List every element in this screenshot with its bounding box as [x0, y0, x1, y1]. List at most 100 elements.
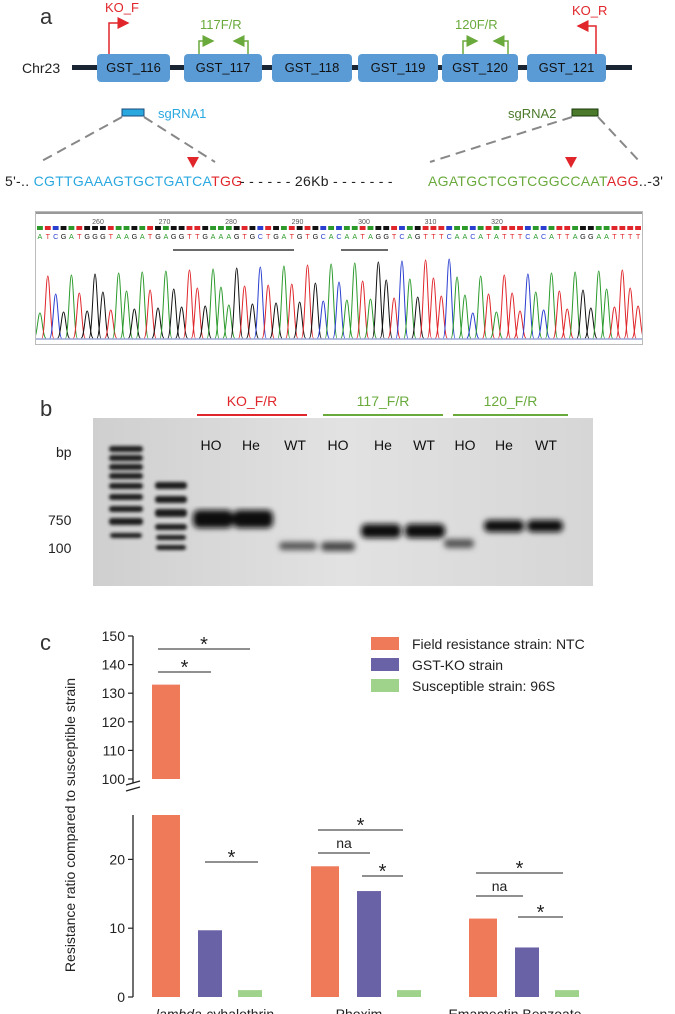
trace-call-block — [68, 226, 75, 230]
trace-base-letter: T — [187, 232, 192, 241]
trace-peak — [419, 259, 432, 339]
legend-swatch — [371, 658, 399, 671]
y-tick-label: 110 — [103, 742, 126, 758]
trace-base-letter: G — [100, 232, 106, 241]
trace-base-letter: A — [596, 232, 601, 241]
group-label-120: 120_F/R — [483, 393, 538, 409]
significance-label: * — [200, 634, 208, 656]
seq-left-pam: TGG — [211, 173, 243, 189]
trace-call-block — [170, 226, 177, 230]
trace-base-letter: A — [455, 232, 460, 241]
trace-base-letter: G — [61, 232, 67, 241]
trace-call-block — [280, 226, 287, 230]
trace-call-block — [399, 226, 405, 230]
trace-peak — [450, 276, 464, 339]
trace-base-letter: C — [53, 232, 58, 241]
trace-base-letter: T — [557, 232, 562, 241]
trace-peak — [206, 268, 220, 339]
ladder-lane-1 — [109, 446, 143, 538]
lane-117-he: He — [374, 437, 392, 453]
lane-117-ho: HO — [327, 437, 349, 453]
ladder-lane-2 — [155, 482, 187, 550]
trace-base-letter: G — [588, 232, 594, 241]
trace-base-letter: T — [77, 232, 82, 241]
trace-peak — [348, 262, 362, 339]
trace-call-block — [509, 226, 516, 230]
trace-base-letter: A — [219, 232, 224, 241]
group-underline-117 — [323, 414, 443, 416]
trace-peak — [458, 294, 472, 339]
trace-peak — [371, 261, 385, 339]
primer-120-label: 120F/R — [455, 17, 498, 32]
cut-site-right-icon — [565, 157, 577, 168]
ko-r-primer-arrow — [576, 20, 597, 54]
bar — [311, 866, 339, 997]
trace-peak — [57, 311, 70, 339]
trace-peak — [308, 282, 322, 339]
bar — [397, 990, 421, 997]
trace-peak — [238, 285, 251, 339]
x-category-text: Emamectin Benzoate — [448, 1006, 581, 1014]
trace-base-letter: G — [297, 232, 303, 241]
trace-call-block — [375, 226, 382, 230]
trace-base-letter: T — [518, 232, 523, 241]
trace-base-letter: A — [368, 232, 373, 241]
trace-call-block — [572, 226, 579, 230]
marker-750: 750 — [48, 512, 72, 528]
trace-base-letter: A — [69, 232, 74, 241]
trace-call-block — [178, 226, 185, 230]
trace-base-letter: A — [463, 232, 468, 241]
trace-call-block — [391, 226, 398, 230]
x-category-label: Phoxim — [336, 1006, 383, 1014]
trace-base-letter: T — [486, 232, 491, 241]
lane-ko-ho: HO — [200, 437, 222, 453]
bar — [152, 815, 180, 997]
trace-call-block — [619, 226, 626, 230]
gene-gst-118: GST_118 — [272, 54, 352, 82]
trace-call-block — [139, 226, 146, 230]
trace-base-letter: A — [604, 232, 609, 241]
trace-peak — [482, 293, 495, 339]
trace-peak — [253, 266, 267, 339]
trace-call-block — [493, 226, 500, 230]
trace-peak — [198, 305, 212, 339]
significance-label: * — [516, 858, 524, 880]
trace-peak — [214, 286, 228, 339]
sequence-right: AGATGCTCGTCGGCCAATAGG..-3' — [428, 173, 663, 189]
trace-peak — [127, 308, 141, 339]
trace-peak — [560, 308, 574, 339]
trace-call-block — [241, 226, 248, 230]
trace-call-block — [587, 226, 594, 230]
trace-base-letter: G — [383, 232, 389, 241]
trace-peak — [65, 274, 78, 339]
trace-peak — [285, 283, 299, 339]
x-category-text: Phoxim — [336, 1006, 383, 1014]
trace-call-block — [107, 226, 114, 230]
significance-label: * — [357, 815, 365, 837]
trace-call-block — [469, 226, 476, 230]
trace-base-letter: G — [155, 232, 161, 241]
trace-call-block — [60, 226, 67, 230]
lane-120-ho: HO — [454, 437, 476, 453]
trace-call-block — [233, 226, 240, 230]
primer-117-arrows — [198, 35, 249, 54]
trace-call-block — [296, 226, 303, 230]
trace-base-letter: G — [415, 232, 421, 241]
trace-peak — [49, 293, 63, 339]
trace-base-letter: T — [360, 232, 365, 241]
trace-call-block — [603, 226, 610, 230]
trace-peak — [96, 291, 110, 339]
trace-call-block — [155, 226, 161, 230]
group-underline-120 — [453, 414, 568, 416]
trace-call-block — [351, 226, 358, 230]
trace-call-block — [446, 226, 453, 230]
panel-a-letter: a — [40, 4, 53, 29]
trace-call-block — [406, 226, 413, 230]
trace-base-letter: G — [84, 232, 90, 241]
panel-b-letter: b — [40, 396, 53, 421]
bar — [469, 918, 497, 997]
chromosome-label: Chr23 — [22, 60, 61, 76]
trace-call-block — [556, 226, 563, 230]
trace-peak — [623, 287, 637, 339]
primer-120-arrows — [462, 35, 509, 54]
